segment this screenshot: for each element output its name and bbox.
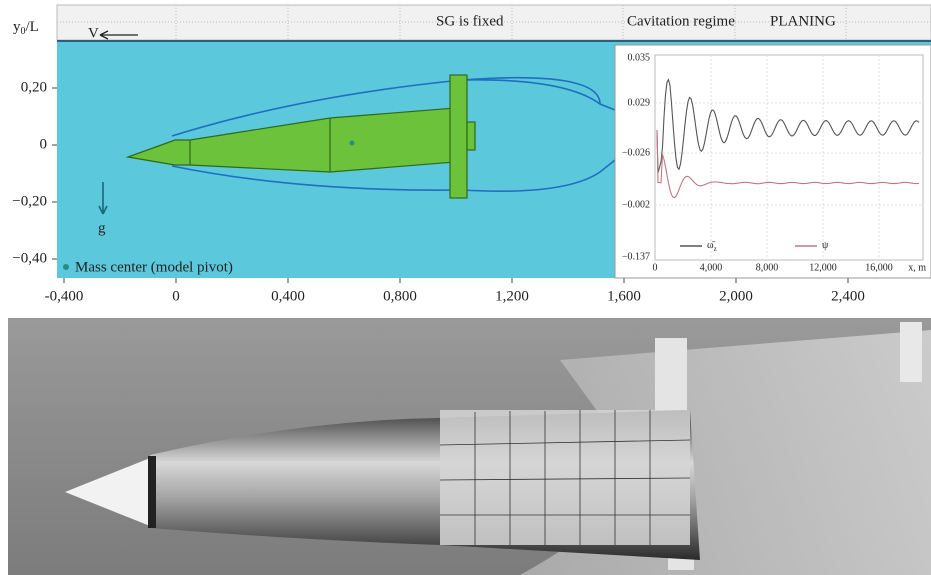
inset-y-tick-label: 0.029: [628, 97, 651, 108]
inset-legend-sub: z: [714, 245, 717, 253]
legend-label: Mass center (model pivot): [75, 259, 233, 275]
y-tick-label: 0: [40, 136, 48, 152]
inset-x-tick-label: 8,000: [756, 262, 779, 273]
x-tick-label: 0,400: [271, 288, 305, 304]
header-label: SG is fixed: [436, 13, 504, 29]
inset-x-tick-label: 4,000: [700, 262, 723, 273]
inset-legend-label: ψ: [822, 240, 829, 251]
x-tick-label: 1,600: [607, 288, 641, 304]
photo-nose-ring: [148, 456, 156, 528]
x-tick-label: 2,000: [719, 288, 753, 304]
inset-x-tick-label: 12,000: [809, 262, 837, 273]
header-label: Cavitation regime: [627, 13, 735, 29]
y-tick-label: −0,40: [12, 250, 47, 266]
legend-marker: [63, 264, 69, 270]
photo-fin: [655, 338, 687, 418]
photo-fin: [900, 322, 922, 382]
inset-x-tick-label: 16,000: [865, 262, 893, 273]
y-label-rest: /L: [26, 19, 39, 35]
inset-y-tick-label: −0.026: [622, 147, 650, 158]
velocity-label: V: [88, 25, 99, 41]
inset-x-tick-label: 0: [653, 262, 658, 273]
x-tick-label: 0: [172, 288, 180, 304]
y-tick-label: 0,20: [21, 79, 47, 95]
inset-x-unit: x, m: [908, 262, 926, 273]
x-tick-label: -0,400: [45, 288, 84, 304]
inset-y-tick-label: −0.002: [622, 199, 650, 210]
figure: SG is fixed Cavitation regime PLANING V …: [0, 0, 931, 575]
x-tick-label: 0,800: [383, 288, 417, 304]
photo-marked-section: [440, 410, 690, 545]
inset-plot-area: [655, 55, 923, 260]
x-tick-label: 2,400: [831, 288, 865, 304]
y-tick-label: −0,20: [12, 193, 47, 209]
inset-y-tick-label: 0.035: [628, 52, 651, 63]
inset-y-tick-label: −0.137: [622, 251, 650, 262]
page: { "header": { "labels": ["SG is fixed", …: [0, 0, 931, 575]
x-tick-label: 1,200: [495, 288, 529, 304]
header-label: PLANING: [770, 13, 836, 29]
mass-center-marker: [350, 141, 355, 146]
y-axis-label: y0/L: [13, 19, 39, 37]
inset-legend-symbol: ψ: [822, 240, 829, 251]
gravity-label: g: [98, 220, 106, 236]
